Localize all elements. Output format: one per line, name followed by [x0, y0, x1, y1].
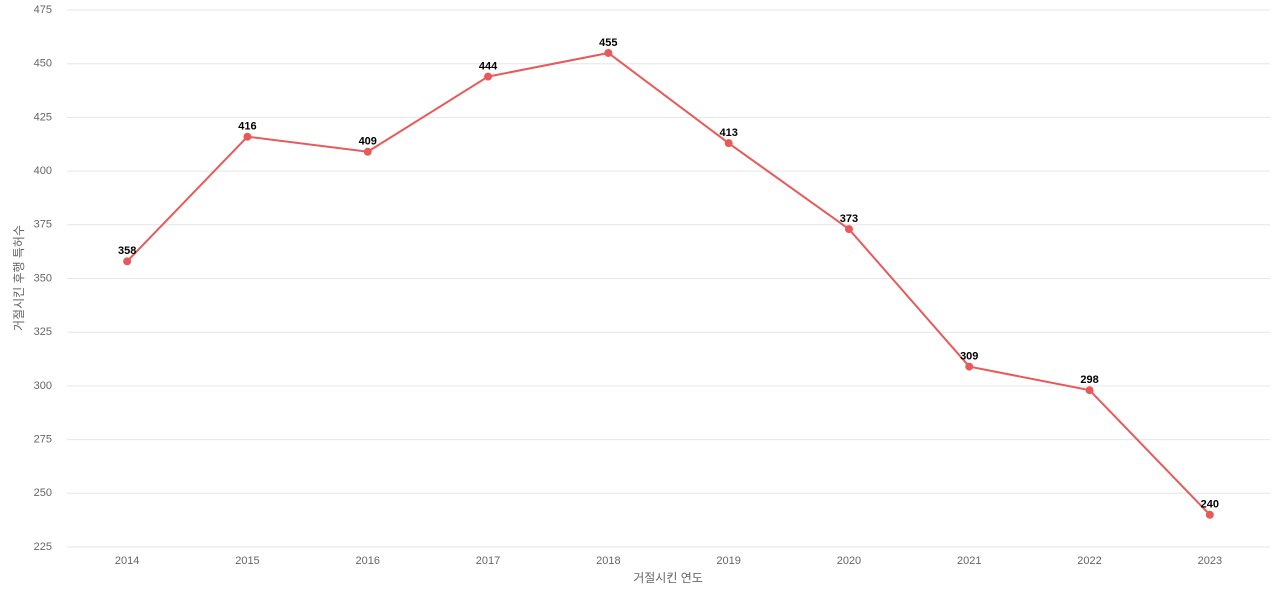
y-tick-label: 450	[34, 58, 52, 70]
y-tick-label: 375	[34, 219, 52, 231]
y-tick-label: 275	[34, 434, 52, 446]
x-tick-label: 2018	[596, 555, 620, 567]
x-tick-label: 2016	[356, 555, 380, 567]
point	[604, 48, 613, 57]
value-label: 413	[719, 127, 737, 139]
point	[1085, 386, 1094, 395]
y-tick-label: 250	[34, 487, 52, 499]
y-tick-label: 475	[34, 4, 52, 16]
y-axis-label: 거절시킨 후행 특허수	[11, 225, 26, 331]
point	[243, 132, 252, 141]
y-tick-label: 300	[34, 380, 52, 392]
point	[363, 147, 372, 156]
y-tick-label: 400	[34, 165, 52, 177]
x-axis-label: 거절시킨 연도	[633, 571, 703, 585]
line	[126, 51, 1211, 516]
value-label: 309	[960, 350, 978, 362]
x-tick-label: 2014	[115, 555, 139, 567]
x-tick-label: 2015	[235, 555, 259, 567]
value-label: 409	[359, 136, 377, 148]
value-label: 444	[479, 60, 498, 72]
x-tick-label: 2017	[476, 555, 500, 567]
value-label: 373	[840, 213, 858, 225]
value-label: 416	[238, 121, 256, 133]
x-tick-label: 2021	[957, 555, 981, 567]
value-label: 358	[118, 245, 136, 257]
x-tick-label: 2019	[716, 555, 740, 567]
point	[1205, 510, 1214, 519]
point	[844, 225, 853, 234]
value-label: 455	[599, 37, 617, 49]
y-tick-label: 225	[34, 541, 52, 553]
point	[965, 362, 974, 371]
value-label: 298	[1080, 374, 1098, 386]
point	[123, 257, 132, 266]
value-label: 240	[1201, 499, 1219, 511]
y-tick-label: 325	[34, 326, 52, 338]
point	[484, 72, 493, 81]
y-tick-label: 425	[34, 111, 52, 123]
point	[724, 139, 733, 148]
x-tick-label: 2020	[837, 555, 861, 567]
x-tick-label: 2022	[1077, 555, 1101, 567]
x-tick-label: 2023	[1198, 555, 1222, 567]
y-tick-label: 350	[34, 272, 52, 284]
